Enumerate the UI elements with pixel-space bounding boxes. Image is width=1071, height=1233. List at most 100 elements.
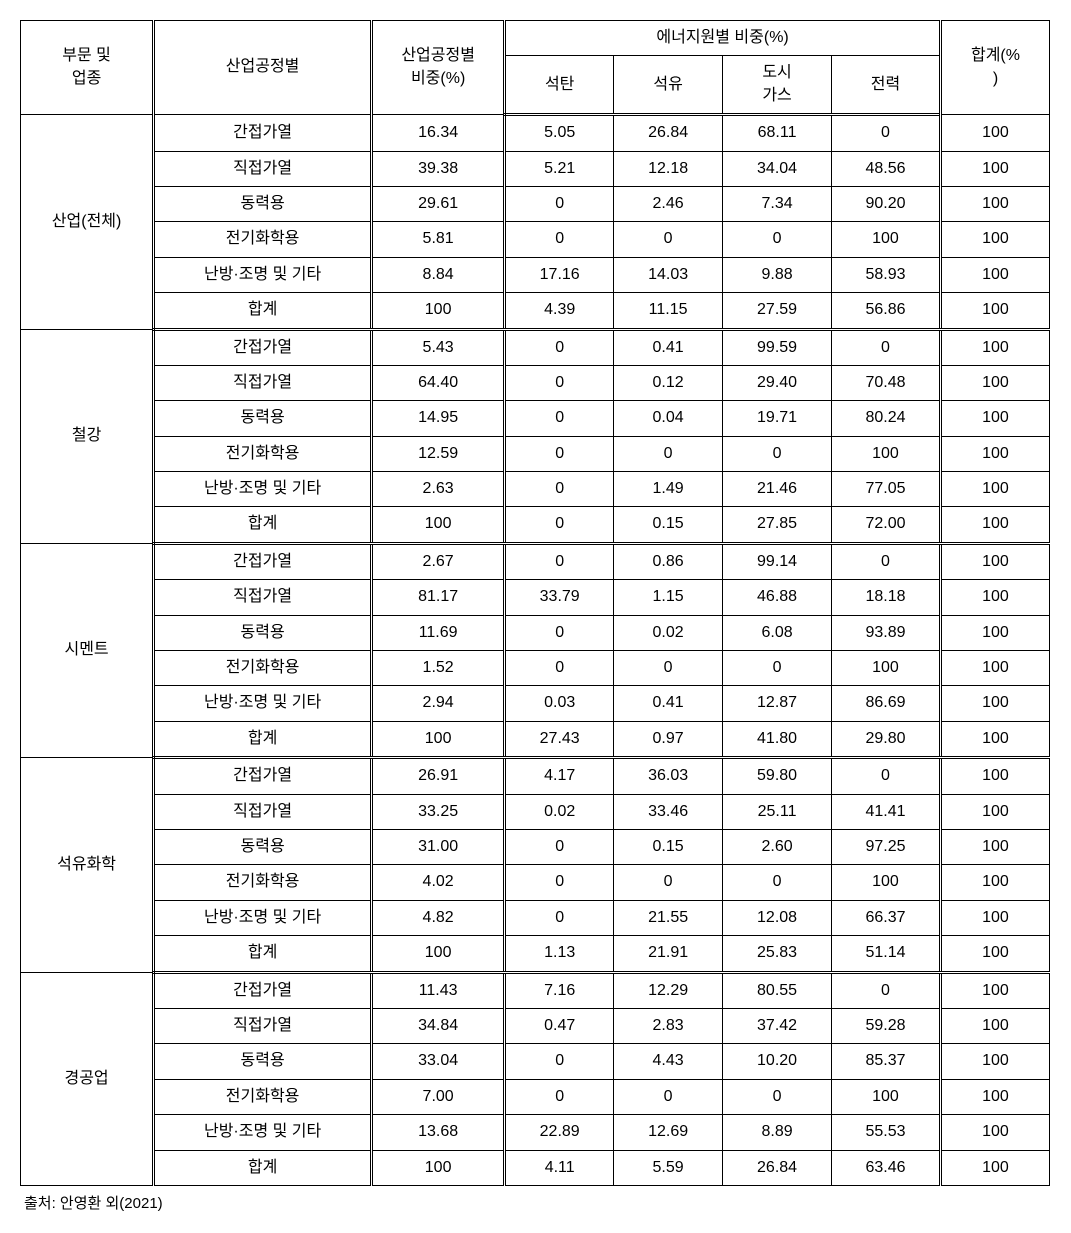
total-cell: 100 bbox=[940, 365, 1049, 400]
total-cell: 100 bbox=[940, 936, 1049, 972]
oil-cell: 1.15 bbox=[614, 580, 723, 615]
gas-cell: 0 bbox=[723, 651, 832, 686]
total-cell: 100 bbox=[940, 580, 1049, 615]
table-row: 전기화학용4.02000100100 bbox=[21, 865, 1050, 900]
table-row: 난방·조명 및 기타13.6822.8912.698.8955.53100 bbox=[21, 1115, 1050, 1150]
process-cell: 전기화학용 bbox=[154, 436, 372, 471]
oil-cell: 0 bbox=[614, 865, 723, 900]
table-row: 난방·조명 및 기타2.6301.4921.4677.05100 bbox=[21, 472, 1050, 507]
header-electricity: 전력 bbox=[832, 56, 941, 115]
gas-cell: 99.59 bbox=[723, 329, 832, 365]
coal-cell: 17.16 bbox=[505, 257, 614, 292]
total-cell: 100 bbox=[940, 543, 1049, 579]
electricity-cell: 56.86 bbox=[832, 293, 941, 329]
electricity-cell: 100 bbox=[832, 222, 941, 257]
table-row: 전기화학용1.52000100100 bbox=[21, 651, 1050, 686]
gas-cell: 0 bbox=[723, 865, 832, 900]
total-cell: 100 bbox=[940, 257, 1049, 292]
total-cell: 100 bbox=[940, 972, 1049, 1008]
process-cell: 동력용 bbox=[154, 829, 372, 864]
coal-cell: 0 bbox=[505, 651, 614, 686]
weight-cell: 100 bbox=[372, 721, 505, 757]
total-cell: 100 bbox=[940, 615, 1049, 650]
weight-cell: 11.43 bbox=[372, 972, 505, 1008]
coal-cell: 0.47 bbox=[505, 1008, 614, 1043]
table-row: 합계1001.1321.9125.8351.14100 bbox=[21, 936, 1050, 972]
coal-cell: 4.11 bbox=[505, 1150, 614, 1185]
electricity-cell: 0 bbox=[832, 758, 941, 794]
gas-cell: 41.80 bbox=[723, 721, 832, 757]
oil-cell: 2.83 bbox=[614, 1008, 723, 1043]
coal-cell: 33.79 bbox=[505, 580, 614, 615]
coal-cell: 7.16 bbox=[505, 972, 614, 1008]
oil-cell: 0 bbox=[614, 651, 723, 686]
gas-cell: 34.04 bbox=[723, 151, 832, 186]
oil-cell: 0.15 bbox=[614, 507, 723, 543]
process-cell: 합계 bbox=[154, 936, 372, 972]
electricity-cell: 48.56 bbox=[832, 151, 941, 186]
oil-cell: 12.69 bbox=[614, 1115, 723, 1150]
total-cell: 100 bbox=[940, 1008, 1049, 1043]
process-cell: 간접가열 bbox=[154, 329, 372, 365]
table-row: 전기화학용7.00000100100 bbox=[21, 1079, 1050, 1114]
process-cell: 난방·조명 및 기타 bbox=[154, 257, 372, 292]
total-cell: 100 bbox=[940, 115, 1049, 151]
gas-cell: 99.14 bbox=[723, 543, 832, 579]
oil-cell: 1.49 bbox=[614, 472, 723, 507]
process-cell: 난방·조명 및 기타 bbox=[154, 686, 372, 721]
weight-cell: 2.67 bbox=[372, 543, 505, 579]
process-cell: 전기화학용 bbox=[154, 1079, 372, 1114]
process-cell: 직접가열 bbox=[154, 580, 372, 615]
process-cell: 간접가열 bbox=[154, 758, 372, 794]
process-cell: 직접가열 bbox=[154, 151, 372, 186]
sector-cell: 철강 bbox=[21, 329, 154, 543]
weight-cell: 13.68 bbox=[372, 1115, 505, 1150]
table-row: 합계1004.3911.1527.5956.86100 bbox=[21, 293, 1050, 329]
oil-cell: 21.55 bbox=[614, 900, 723, 935]
table-row: 동력용33.0404.4310.2085.37100 bbox=[21, 1044, 1050, 1079]
oil-cell: 2.46 bbox=[614, 186, 723, 221]
coal-cell: 0 bbox=[505, 829, 614, 864]
gas-cell: 27.59 bbox=[723, 293, 832, 329]
coal-cell: 1.13 bbox=[505, 936, 614, 972]
electricity-cell: 80.24 bbox=[832, 401, 941, 436]
table-row: 난방·조명 및 기타2.940.030.4112.8786.69100 bbox=[21, 686, 1050, 721]
weight-cell: 81.17 bbox=[372, 580, 505, 615]
table-row: 직접가열34.840.472.8337.4259.28100 bbox=[21, 1008, 1050, 1043]
table-row: 동력용31.0000.152.6097.25100 bbox=[21, 829, 1050, 864]
total-cell: 100 bbox=[940, 222, 1049, 257]
coal-cell: 4.17 bbox=[505, 758, 614, 794]
sector-cell: 경공업 bbox=[21, 972, 154, 1185]
weight-cell: 14.95 bbox=[372, 401, 505, 436]
total-cell: 100 bbox=[940, 151, 1049, 186]
electricity-cell: 93.89 bbox=[832, 615, 941, 650]
total-cell: 100 bbox=[940, 1044, 1049, 1079]
weight-cell: 8.84 bbox=[372, 257, 505, 292]
table-row: 합계10000.1527.8572.00100 bbox=[21, 507, 1050, 543]
electricity-cell: 100 bbox=[832, 865, 941, 900]
electricity-cell: 0 bbox=[832, 329, 941, 365]
process-cell: 동력용 bbox=[154, 401, 372, 436]
electricity-cell: 63.46 bbox=[832, 1150, 941, 1185]
coal-cell: 5.05 bbox=[505, 115, 614, 151]
weight-cell: 64.40 bbox=[372, 365, 505, 400]
header-total: 합계(%) bbox=[940, 21, 1049, 115]
electricity-cell: 59.28 bbox=[832, 1008, 941, 1043]
gas-cell: 12.08 bbox=[723, 900, 832, 935]
total-cell: 100 bbox=[940, 436, 1049, 471]
weight-cell: 2.63 bbox=[372, 472, 505, 507]
total-cell: 100 bbox=[940, 293, 1049, 329]
coal-cell: 0.02 bbox=[505, 794, 614, 829]
sector-cell: 석유화학 bbox=[21, 758, 154, 972]
total-cell: 100 bbox=[940, 721, 1049, 757]
process-cell: 직접가열 bbox=[154, 1008, 372, 1043]
table-row: 동력용11.6900.026.0893.89100 bbox=[21, 615, 1050, 650]
gas-cell: 59.80 bbox=[723, 758, 832, 794]
electricity-cell: 41.41 bbox=[832, 794, 941, 829]
table-row: 석유화학간접가열26.914.1736.0359.800100 bbox=[21, 758, 1050, 794]
oil-cell: 0.04 bbox=[614, 401, 723, 436]
total-cell: 100 bbox=[940, 686, 1049, 721]
electricity-cell: 97.25 bbox=[832, 829, 941, 864]
electricity-cell: 77.05 bbox=[832, 472, 941, 507]
coal-cell: 0 bbox=[505, 865, 614, 900]
